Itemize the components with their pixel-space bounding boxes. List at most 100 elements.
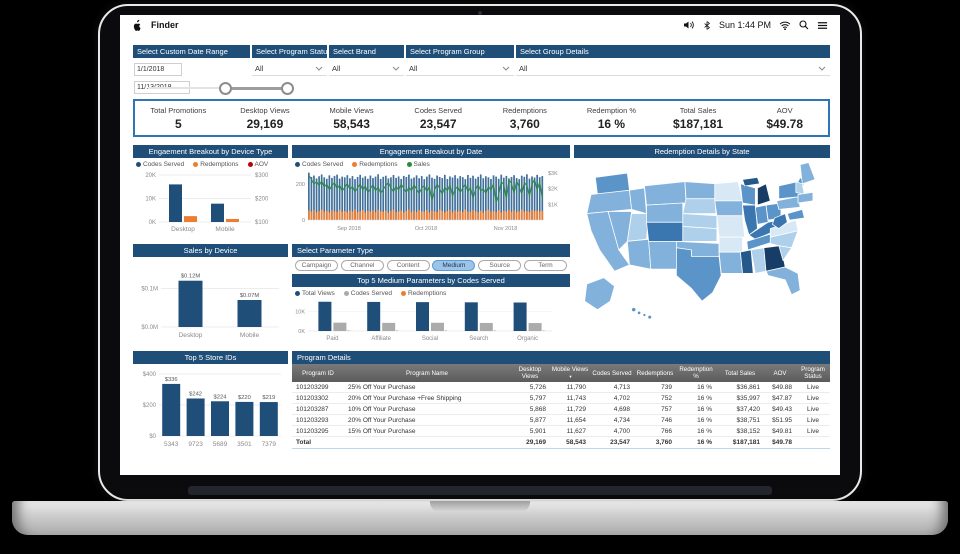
state-shape[interactable] bbox=[797, 191, 814, 204]
state-shape[interactable] bbox=[631, 307, 637, 313]
state-shape[interactable] bbox=[646, 221, 684, 242]
filter-brand: Select Brand All bbox=[329, 45, 404, 77]
device-bar-chart[interactable]: 0K $100 10K $200 20K $300 Desktop Mobile bbox=[133, 168, 286, 236]
store-bar-chart[interactable]: $0 $200 $400 $336 5343 $242 9723 $224 5689 $220 35… bbox=[133, 364, 286, 452]
table-cell: 739 bbox=[634, 382, 676, 394]
legend-item[interactable]: Redemptions bbox=[352, 161, 398, 168]
svg-text:$242: $242 bbox=[189, 391, 202, 397]
chevron-down-icon bbox=[818, 66, 826, 71]
medium-bar-chart[interactable]: 0K 10K Paid Affiliate Social Search Organic bbox=[292, 297, 568, 344]
legend-dot-icon bbox=[352, 161, 358, 167]
legend-item[interactable]: AOV bbox=[247, 161, 268, 168]
param-pill-medium[interactable]: Medium bbox=[432, 260, 476, 271]
slider-handle-left[interactable] bbox=[219, 82, 232, 95]
state-shape[interactable] bbox=[765, 266, 801, 296]
state-shape[interactable] bbox=[786, 209, 805, 221]
state-shape[interactable] bbox=[684, 181, 716, 200]
legend-item[interactable]: Redemptions bbox=[193, 161, 239, 168]
table-row[interactable]: 101203302 20% Off Your Purchase +Free Shi… bbox=[292, 392, 830, 405]
state-shape[interactable] bbox=[682, 213, 718, 229]
parameter-pills: Campaign Channel Content Medium Source Term bbox=[292, 257, 570, 271]
svg-text:$200: $200 bbox=[255, 197, 269, 203]
state-shape[interactable] bbox=[776, 196, 801, 210]
group-details-dropdown[interactable]: All bbox=[516, 62, 830, 76]
state-shape[interactable] bbox=[718, 236, 743, 253]
column-header[interactable]: Desktop Views bbox=[510, 364, 550, 383]
search-icon[interactable] bbox=[799, 20, 809, 30]
column-header[interactable]: AOV bbox=[764, 364, 796, 383]
state-shape[interactable] bbox=[799, 162, 816, 185]
state-shape[interactable] bbox=[740, 249, 754, 274]
program-group-dropdown[interactable]: All bbox=[406, 62, 514, 76]
legend-item[interactable]: Codes Served bbox=[136, 161, 184, 168]
state-shape[interactable] bbox=[716, 215, 746, 238]
volume-icon[interactable] bbox=[683, 20, 695, 30]
state-shape[interactable] bbox=[772, 213, 788, 229]
state-shape[interactable] bbox=[629, 187, 647, 215]
table-cell: 101203295 bbox=[292, 425, 344, 438]
column-header[interactable]: Redemptions bbox=[634, 364, 676, 383]
column-header[interactable]: Program Status bbox=[796, 364, 830, 383]
param-pill-channel[interactable]: Channel bbox=[340, 260, 384, 271]
legend-item[interactable]: Sales bbox=[406, 161, 430, 168]
state-shape[interactable] bbox=[676, 247, 722, 302]
state-shape[interactable] bbox=[714, 181, 743, 202]
legend-item[interactable]: Codes Served bbox=[295, 161, 343, 168]
state-shape[interactable] bbox=[757, 183, 771, 206]
state-shape[interactable] bbox=[646, 202, 684, 223]
column-header[interactable]: Total Sales bbox=[716, 364, 764, 383]
legend-item[interactable]: Total Views bbox=[295, 290, 335, 297]
legend-dot-icon bbox=[247, 161, 253, 167]
slider-selected-range[interactable] bbox=[223, 86, 287, 90]
bluetooth-icon[interactable] bbox=[703, 20, 711, 31]
state-shape[interactable] bbox=[742, 177, 760, 187]
state-shape[interactable] bbox=[718, 251, 743, 274]
apple-logo-icon[interactable] bbox=[132, 19, 142, 31]
state-shape[interactable] bbox=[740, 183, 756, 206]
state-shape[interactable] bbox=[648, 241, 677, 270]
column-header[interactable]: Redemption % bbox=[676, 364, 716, 383]
menu-clock[interactable]: Sun 1:44 PM bbox=[718, 20, 771, 30]
state-shape[interactable] bbox=[750, 247, 767, 274]
program-status-dropdown[interactable]: All bbox=[252, 62, 327, 76]
menu-list-icon[interactable] bbox=[817, 21, 828, 30]
column-header[interactable]: Codes Served bbox=[590, 364, 634, 383]
param-pill-source[interactable]: Source bbox=[478, 260, 522, 271]
slider-track[interactable] bbox=[148, 87, 288, 89]
date-start-input[interactable] bbox=[134, 63, 182, 76]
slider-handle-right[interactable] bbox=[281, 82, 294, 95]
state-shape[interactable] bbox=[682, 198, 717, 215]
param-pill-term[interactable]: Term bbox=[523, 260, 567, 271]
state-shape[interactable] bbox=[626, 238, 652, 270]
brand-dropdown[interactable]: All bbox=[329, 62, 404, 76]
state-shape[interactable] bbox=[769, 219, 799, 238]
column-header[interactable]: Mobile Views▾ bbox=[550, 364, 590, 383]
program-details-table[interactable]: Program ID Program Name Desktop Views Mobil… bbox=[292, 364, 830, 450]
state-shape[interactable] bbox=[682, 226, 718, 242]
table-row[interactable]: 101203287 10% Off Your Purchase 5,868 11,72… bbox=[292, 403, 830, 416]
table-header[interactable]: Program ID Program Name Desktop Views Mobil… bbox=[292, 364, 830, 383]
sales-bar-chart[interactable]: $0.0M $0.1M $0.12M Desktop $0.07M Mobile bbox=[133, 257, 286, 345]
state-shape[interactable] bbox=[642, 313, 647, 317]
date-combo-chart[interactable]: 0 200 $1K $2K $3K Sep 2018 Oct 2018 Nov 2018 bbox=[292, 168, 568, 238]
column-header[interactable]: Program Name bbox=[344, 364, 510, 383]
app-name[interactable]: Finder bbox=[151, 20, 179, 30]
state-shape[interactable] bbox=[586, 189, 632, 215]
table-cell: 101203299 bbox=[292, 382, 344, 394]
state-shape[interactable] bbox=[584, 277, 615, 311]
state-shape[interactable] bbox=[636, 310, 642, 315]
state-shape[interactable] bbox=[644, 181, 687, 206]
table-row[interactable]: 101203293 20% Off Your Purchase 5,877 11,65… bbox=[292, 414, 830, 427]
table-row[interactable]: 101203295 15% Off Your Purchase 5,901 11,62… bbox=[292, 425, 830, 438]
param-pill-campaign[interactable]: Campaign bbox=[295, 260, 338, 271]
legend-item[interactable]: Redemptions bbox=[400, 290, 446, 297]
column-header[interactable]: Program ID bbox=[292, 364, 344, 383]
state-shape[interactable] bbox=[714, 200, 743, 217]
param-pill-content[interactable]: Content bbox=[386, 260, 430, 271]
table-row[interactable]: 101203299 25% Off Your Purchase 5,726 11,79… bbox=[292, 382, 830, 394]
legend-item[interactable]: Codes Served bbox=[343, 290, 392, 297]
us-choropleth-map[interactable] bbox=[574, 158, 830, 344]
date-range-slider[interactable] bbox=[148, 82, 298, 95]
state-shape[interactable] bbox=[647, 314, 653, 320]
wifi-icon[interactable] bbox=[779, 21, 791, 30]
